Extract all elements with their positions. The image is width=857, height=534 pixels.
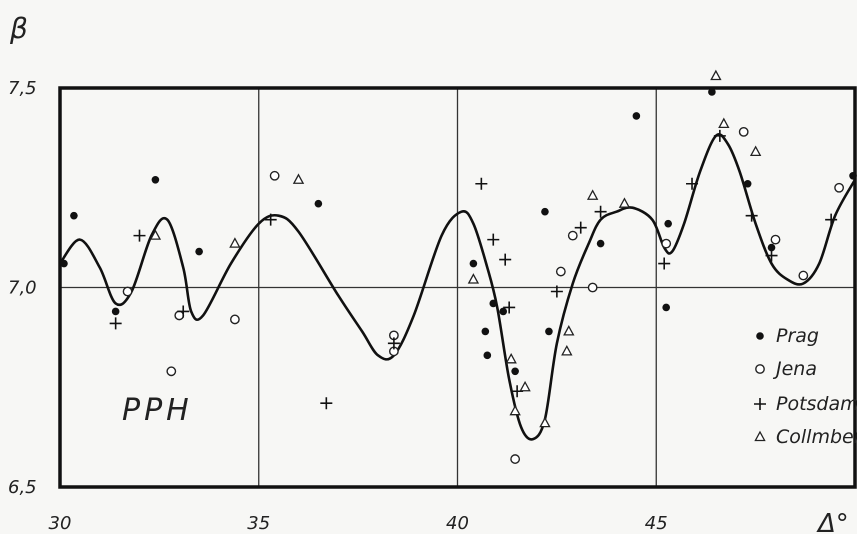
data-point-potsdam [765, 249, 778, 262]
data-point-potsdam [825, 213, 838, 226]
data-point-collmberg [618, 197, 631, 208]
legend-marker-collmberg [754, 430, 766, 442]
data-point-collmberg [563, 325, 575, 336]
data-point-potsdam [503, 301, 516, 314]
x-tick-label: 45 [645, 513, 668, 534]
data-point-potsdam [177, 305, 190, 318]
data-point-potsdam [109, 317, 122, 330]
data-point-jena [510, 454, 521, 464]
data-point-jena [166, 366, 177, 377]
data-point-potsdam [745, 209, 758, 222]
x-axis-label: Δ° [816, 509, 849, 534]
data-point-prag [708, 88, 716, 96]
data-point-jena [770, 234, 781, 245]
data-point-jena [798, 270, 809, 281]
data-point-prag [314, 199, 323, 208]
legend-label-prag: Prag [776, 325, 819, 347]
plot-frame [58, 86, 857, 489]
legend-label-collmberg: Collmberg [776, 426, 857, 448]
data-point-prag [481, 327, 490, 336]
legend-label-jena: Jena [772, 358, 817, 380]
data-point-jena [122, 286, 133, 297]
y-tick-label: 7,5 [8, 78, 37, 99]
data-point-jena [555, 266, 566, 277]
data-point-prag [545, 327, 553, 336]
data-point-potsdam [133, 229, 146, 242]
data-point-potsdam [686, 177, 699, 190]
data-point-collmberg [561, 344, 573, 356]
data-point-jena [587, 282, 598, 293]
data-point-potsdam [387, 337, 400, 350]
x-tick-label: 35 [247, 513, 270, 534]
data-point-jena [269, 170, 280, 181]
data-point-potsdam [499, 253, 512, 266]
data-point-collmberg [586, 189, 599, 200]
x-tick-label: 40 [446, 513, 469, 534]
y-tick-label: 7,0 [8, 278, 37, 299]
data-point-potsdam [487, 233, 500, 246]
data-point-collmberg [467, 273, 480, 284]
legend-marker-potsdam [754, 398, 766, 410]
x-tick-label: 30 [49, 513, 72, 534]
data-point-prag [664, 219, 672, 228]
data-point-prag [632, 112, 641, 120]
data-point-prag [849, 171, 857, 180]
data-point-prag [499, 307, 508, 316]
data-point-jena [738, 126, 749, 137]
data-point-prag [541, 207, 549, 216]
data-point-collmberg [749, 145, 762, 156]
data-point-potsdam [475, 177, 488, 190]
data-point-prag [111, 307, 120, 316]
data-point-potsdam [594, 205, 607, 218]
data-point-jena [567, 230, 578, 241]
legend-label-potsdam: Potsdam [776, 393, 857, 415]
data-point-jena [174, 310, 185, 321]
data-point-potsdam [320, 397, 333, 410]
data-point-jena [229, 314, 240, 325]
data-point-collmberg [718, 117, 730, 129]
data-point-prag [767, 243, 776, 252]
data-points [60, 69, 857, 464]
legend-marker-jena [755, 364, 765, 374]
data-point-jena [661, 238, 672, 249]
legend-marker-prag [756, 332, 764, 340]
data-point-collmberg [505, 352, 517, 364]
data-point-collmberg [149, 229, 162, 240]
tick-labels: 30 35 40 45 6,5 7,0 7,5 [8, 78, 668, 534]
data-point-prag [195, 247, 203, 256]
legend: Prag Jena Potsdam Collmberg [754, 325, 857, 448]
data-point-collmberg [519, 380, 531, 392]
data-point-prag [662, 303, 670, 312]
grid [60, 88, 855, 487]
data-point-potsdam [713, 129, 726, 142]
data-point-collmberg [229, 237, 241, 248]
data-point-potsdam [264, 213, 277, 226]
y-tick-label: 6,5 [8, 477, 37, 498]
data-point-collmberg [710, 69, 722, 81]
data-point-prag [483, 351, 492, 360]
data-point-prag [511, 367, 519, 376]
data-point-prag [489, 299, 498, 308]
data-point-prag [743, 179, 752, 188]
data-point-jena [834, 182, 844, 193]
data-point-prag [596, 239, 605, 248]
y-axis-label: β [9, 12, 28, 45]
data-point-collmberg [539, 416, 551, 428]
data-point-prag [469, 259, 478, 268]
panel-label: PPH [122, 393, 193, 428]
data-point-potsdam [574, 221, 587, 234]
fit-curve [58, 133, 857, 441]
curve-line [58, 133, 857, 441]
data-point-collmberg [292, 173, 305, 184]
data-point-collmberg [509, 404, 521, 416]
data-point-prag [151, 175, 160, 184]
data-point-prag [60, 259, 68, 268]
data-point-potsdam [658, 257, 671, 270]
data-point-potsdam [550, 285, 563, 298]
data-point-prag [70, 211, 78, 220]
